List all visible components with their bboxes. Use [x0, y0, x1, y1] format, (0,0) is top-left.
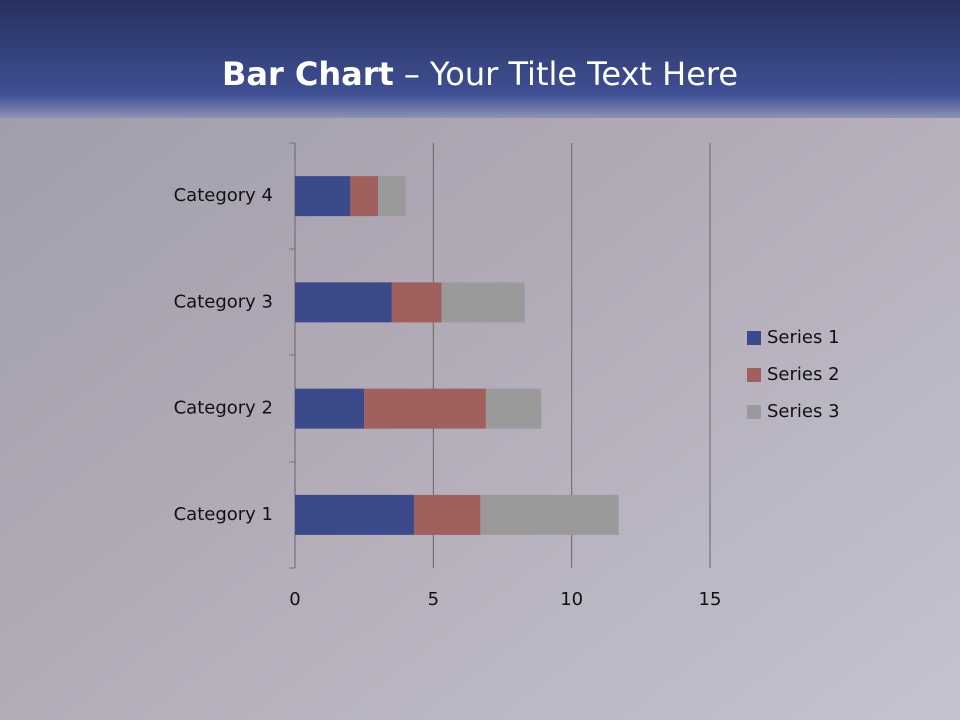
legend-label: Series 1: [767, 327, 840, 348]
slide-title: Bar Chart – Your Title Text Here: [222, 55, 738, 93]
bar-segment: [441, 282, 525, 323]
y-tick-label: Category 4: [174, 185, 273, 206]
x-tick-label: 15: [699, 589, 722, 610]
title-bold: Bar Chart: [222, 55, 394, 93]
legend-swatch: [747, 405, 761, 419]
bar-segment: [350, 176, 378, 217]
x-tick-label: 5: [428, 589, 439, 610]
legend-label: Series 3: [767, 401, 840, 422]
bar-segment: [480, 494, 619, 535]
bar-segment: [413, 494, 481, 535]
title-text: – Your Title Text Here: [404, 55, 738, 93]
bar-segment: [295, 282, 392, 323]
bar-segment: [485, 388, 542, 429]
y-tick-label: Category 1: [174, 504, 273, 525]
bar-segment: [295, 388, 365, 429]
legend-label: Series 2: [767, 364, 840, 385]
bar-segment: [364, 388, 486, 429]
x-tick-label: 10: [560, 589, 583, 610]
y-tick-label: Category 2: [174, 398, 273, 419]
bar-segment: [295, 494, 414, 535]
legend-swatch: [747, 331, 761, 345]
bar-segment: [378, 176, 406, 217]
title-band: [0, 0, 960, 118]
x-tick-label: 0: [289, 589, 300, 610]
legend-swatch: [747, 368, 761, 382]
bar-segment: [391, 282, 442, 323]
y-tick-label: Category 3: [174, 291, 273, 312]
bar-segment: [295, 176, 351, 217]
